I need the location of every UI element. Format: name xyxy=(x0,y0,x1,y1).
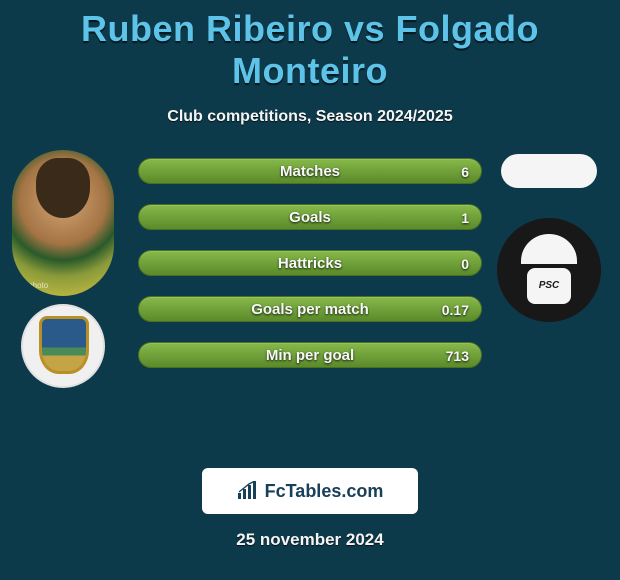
page-title: Ruben Ribeiro vs Folgado Monteiro xyxy=(0,0,620,92)
club-shield-icon xyxy=(39,316,89,374)
stat-value: 1 xyxy=(461,205,469,231)
stat-row-hattricks: Hattricks 0 xyxy=(138,250,482,276)
player-left-avatar: k photo xyxy=(12,150,114,296)
stat-value: 0.17 xyxy=(442,297,469,323)
player-right-avatar xyxy=(501,154,597,188)
stat-label: Matches xyxy=(139,159,481,185)
stat-row-min-per-goal: Min per goal 713 xyxy=(138,342,482,368)
stock-photo-label: k photo xyxy=(22,281,48,290)
player-left-club-badge xyxy=(21,304,105,388)
comparison-area: k photo Matches 6 Goals 1 Hattricks 0 Go… xyxy=(0,150,620,430)
stat-value: 0 xyxy=(461,251,469,277)
stat-value: 6 xyxy=(461,159,469,185)
stat-row-goals-per-match: Goals per match 0.17 xyxy=(138,296,482,322)
player-right-column xyxy=(494,150,604,322)
stat-label: Hattricks xyxy=(139,251,481,277)
player-right-club-badge xyxy=(497,218,601,322)
stat-row-goals: Goals 1 xyxy=(138,204,482,230)
stat-label: Goals per match xyxy=(139,297,481,323)
stat-label: Goals xyxy=(139,205,481,231)
stat-value: 713 xyxy=(446,343,469,369)
player-left-column: k photo xyxy=(8,150,118,388)
stat-label: Min per goal xyxy=(139,343,481,369)
brand-badge: FcTables.com xyxy=(202,468,418,514)
stat-row-matches: Matches 6 xyxy=(138,158,482,184)
brand-text: FcTables.com xyxy=(265,481,384,502)
stats-panel: Matches 6 Goals 1 Hattricks 0 Goals per … xyxy=(138,158,482,388)
bar-chart-icon xyxy=(237,481,259,501)
date-text: 25 november 2024 xyxy=(0,530,620,550)
subtitle: Club competitions, Season 2024/2025 xyxy=(0,108,620,126)
